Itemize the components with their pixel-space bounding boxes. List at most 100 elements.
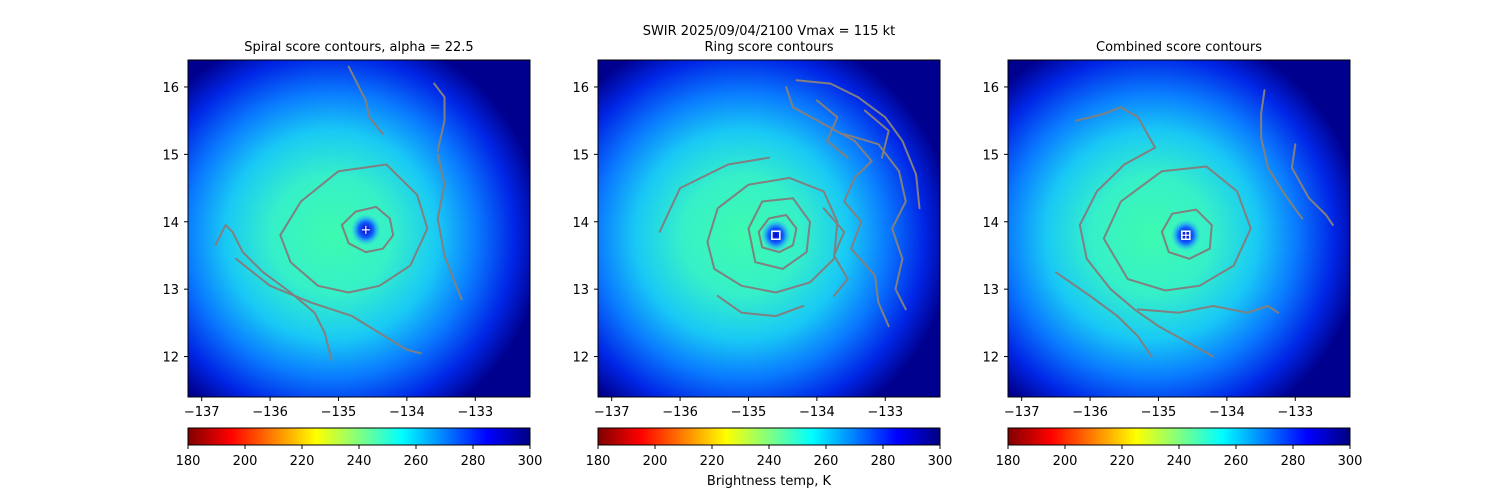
- contour-group: [214, 65, 463, 361]
- contour-line: [340, 205, 395, 254]
- colorbar-tick-label: 200: [1053, 454, 1078, 469]
- panel-title: Spiral score contours, alpha = 22.5: [244, 40, 473, 55]
- colorbar-tick-label: 260: [404, 454, 429, 469]
- y-tick-label: 13: [982, 283, 999, 298]
- center-marker: [1181, 230, 1191, 240]
- center-marker: [771, 230, 781, 240]
- colorbar-tick-label: 260: [1224, 454, 1249, 469]
- x-tick-label: −135: [731, 405, 767, 420]
- colorbar-bar: [597, 427, 941, 446]
- x-tick-label: −136: [1072, 405, 1108, 420]
- colorbar-tick-label: 180: [996, 454, 1021, 469]
- colorbar-bar: [187, 427, 531, 446]
- colorbar-tick-label: 200: [643, 454, 668, 469]
- y-tick-label: 12: [162, 351, 179, 366]
- contour-line: [234, 257, 422, 355]
- colorbar-tick-label: 280: [461, 454, 486, 469]
- y-tick-label: 15: [162, 148, 179, 163]
- colorbar-tick-label: 220: [700, 454, 725, 469]
- y-tick-label: 14: [572, 216, 589, 231]
- colorbar-tick-label: 300: [518, 454, 543, 469]
- x-tick-label: −137: [594, 405, 630, 420]
- axes-frame: [187, 59, 531, 398]
- colorbar: 180 200 220 240 260 280 300: [586, 427, 953, 469]
- x-tick-label: −133: [867, 405, 903, 420]
- colorbar-tick-label: 220: [290, 454, 315, 469]
- x-tick-label: −136: [252, 405, 288, 420]
- contour-line: [347, 65, 384, 136]
- colorbar-bar: [1007, 427, 1351, 446]
- colorbar-tick-label: 200: [233, 454, 258, 469]
- contour-line: [747, 197, 811, 270]
- contour-line: [785, 86, 890, 328]
- contour-line: [433, 82, 446, 152]
- colorbar: 180 200 220 240 260 280 300: [176, 427, 543, 469]
- contour-line: [1290, 143, 1334, 227]
- x-tick-label: −134: [799, 405, 835, 420]
- x-tick-label: −137: [184, 405, 220, 420]
- y-tick-label: 15: [572, 148, 589, 163]
- contour-line: [1078, 146, 1215, 358]
- contour-line: [1160, 208, 1213, 260]
- contour-group: [1054, 89, 1334, 358]
- y-tick-label: 15: [982, 148, 999, 163]
- contour-line: [843, 133, 907, 311]
- y-tick-label: 16: [162, 81, 179, 96]
- colorbar-tick-label: 260: [814, 454, 839, 469]
- panel-3: Combined score contours −137 −136 −135 −134 −…: [982, 40, 1362, 469]
- contour-line: [658, 156, 770, 233]
- brightness-image: [1008, 60, 1350, 397]
- colorbar-tick-label: 280: [871, 454, 896, 469]
- axes-frame: [597, 59, 941, 398]
- colorbar-label: Brightness temp, K: [707, 474, 832, 489]
- figure-suptitle: SWIR 2025/09/04/2100 Vmax = 115 kt: [643, 24, 896, 39]
- contour-line: [1075, 106, 1157, 149]
- colorbar: 180 200 220 240 260 280 300: [996, 427, 1363, 469]
- contour-line: [716, 294, 805, 318]
- colorbar-tick-label: 180: [176, 454, 201, 469]
- contour-line: [214, 224, 333, 361]
- x-tick-label: −137: [1004, 405, 1040, 420]
- axes-frame: [1007, 59, 1351, 398]
- colorbar-tick-label: 220: [1110, 454, 1135, 469]
- contour-line: [1260, 89, 1304, 220]
- brightness-image: [598, 60, 940, 397]
- x-tick-label: −135: [1141, 405, 1177, 420]
- contour-line: [863, 109, 890, 159]
- contour-line: [436, 153, 463, 301]
- y-tick-label: 16: [572, 81, 589, 96]
- y-tick-label: 16: [982, 81, 999, 96]
- colorbar-tick-label: 240: [1167, 454, 1192, 469]
- contour-line: [815, 99, 849, 159]
- contour-line: [1054, 271, 1153, 358]
- colorbar-tick-label: 280: [1281, 454, 1306, 469]
- panel-title: Combined score contours: [1096, 40, 1262, 55]
- center-marker: [361, 225, 370, 234]
- contour-line: [706, 176, 839, 294]
- brightness-image: [188, 60, 530, 397]
- contour-line: [1137, 305, 1280, 314]
- colorbar-tick-label: 240: [757, 454, 782, 469]
- x-tick-label: −136: [662, 405, 698, 420]
- contour-line: [757, 214, 798, 254]
- colorbar-tick-label: 300: [928, 454, 953, 469]
- y-tick-label: 13: [572, 283, 589, 298]
- colorbar-tick-label: 240: [347, 454, 372, 469]
- panel-title: Ring score contours: [704, 40, 833, 55]
- colorbar-tick-label: 300: [1338, 454, 1363, 469]
- x-tick-label: −133: [1277, 405, 1313, 420]
- panel-1: Spiral score contours, alpha = 22.5 −137 −…: [162, 40, 542, 469]
- y-tick-label: 12: [572, 351, 589, 366]
- colorbar-tick-label: 180: [586, 454, 611, 469]
- y-tick-label: 13: [162, 283, 179, 298]
- x-tick-label: −134: [389, 405, 425, 420]
- contour-group: [658, 79, 921, 328]
- x-tick-label: −133: [457, 405, 493, 420]
- x-tick-label: −135: [321, 405, 357, 420]
- y-tick-label: 14: [162, 216, 179, 231]
- contour-line: [1102, 165, 1252, 292]
- contour-line: [279, 163, 429, 294]
- x-tick-label: −134: [1209, 405, 1245, 420]
- contour-line: [795, 79, 921, 210]
